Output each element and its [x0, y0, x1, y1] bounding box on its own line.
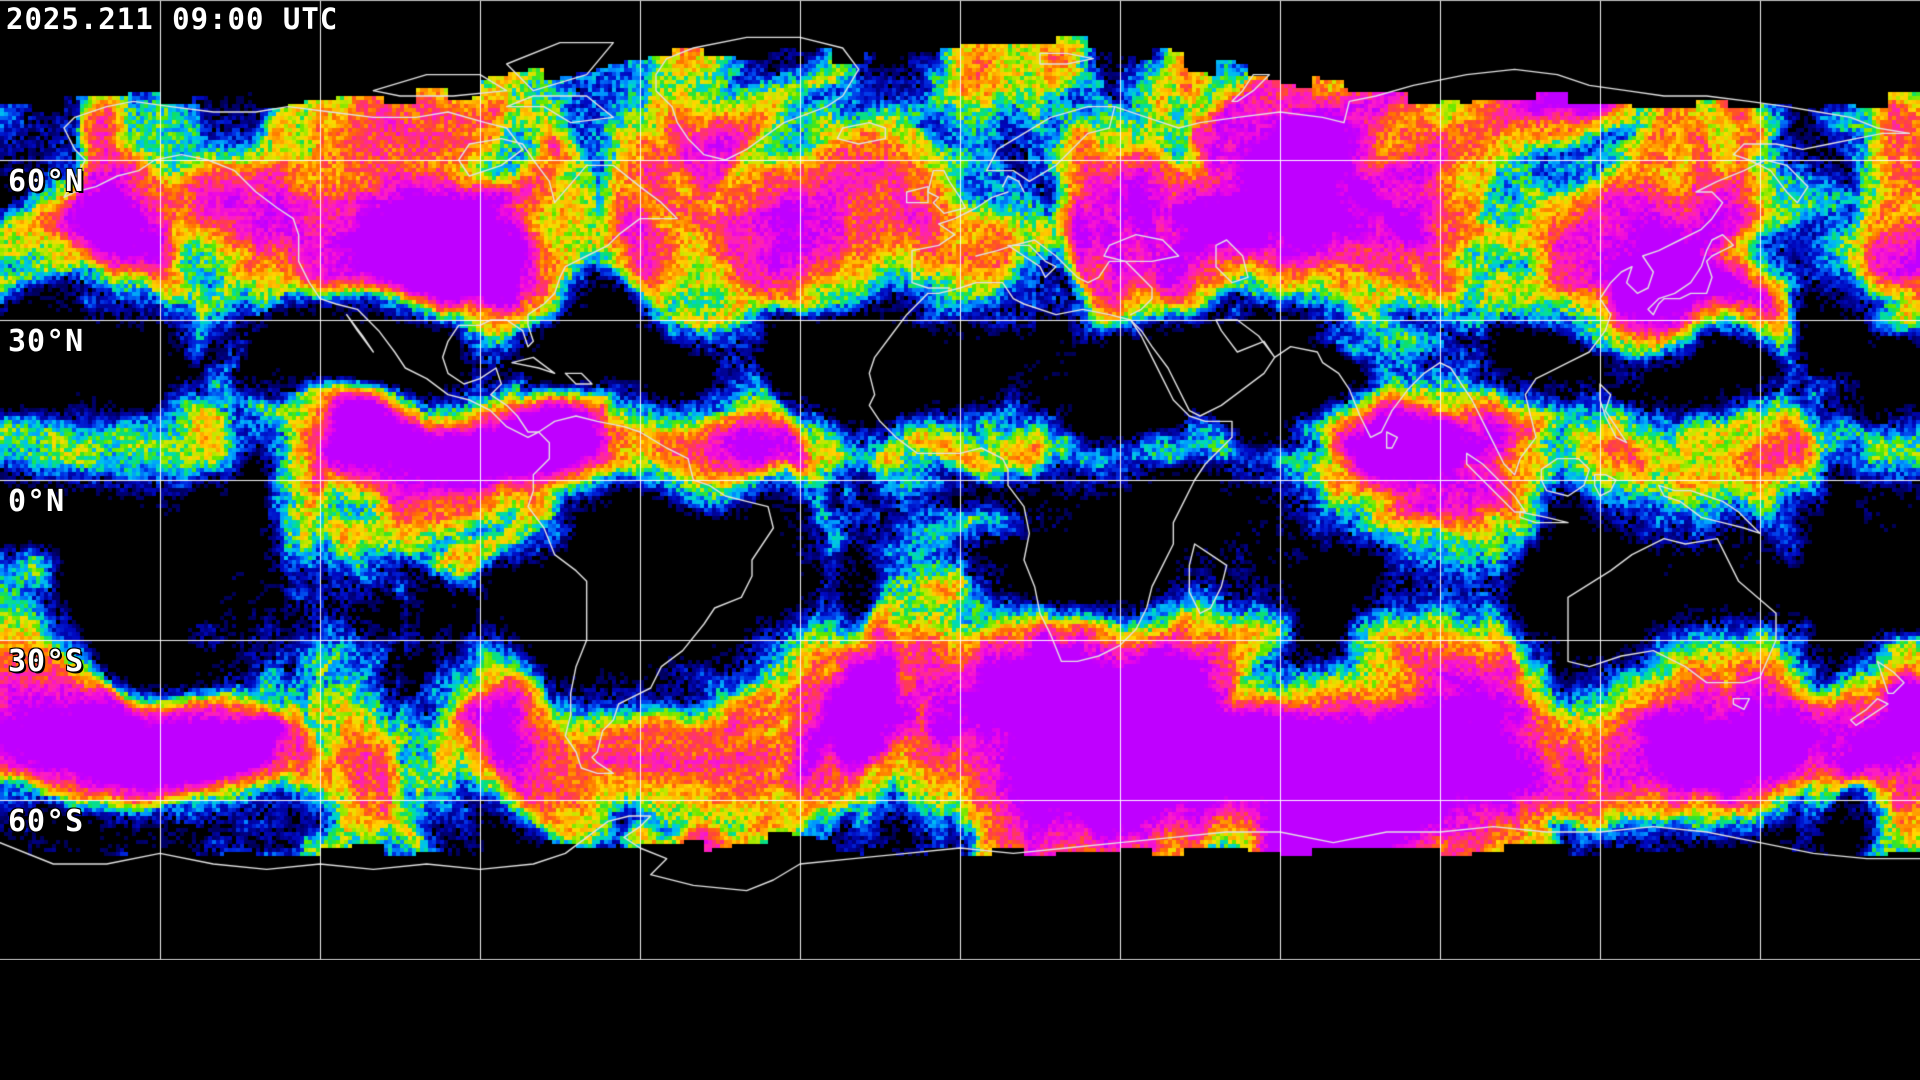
latitude-label: 60°N [8, 164, 85, 199]
latitude-label: 30°S [8, 644, 85, 679]
world-map-area: 2025.211 09:00 UTC 60°N 30°N 0°N 30°S 60°S [0, 0, 1920, 960]
latitude-label: 0°N [8, 484, 66, 519]
colorbar-legend: 010203040506070100 Cloud Optical Depth [0, 960, 1920, 1080]
latitude-label: 30°N [8, 324, 85, 359]
cloud-data-canvas [0, 0, 1920, 960]
timestamp-label: 2025.211 09:00 UTC [6, 2, 339, 36]
latitude-label: 60°S [8, 804, 85, 839]
